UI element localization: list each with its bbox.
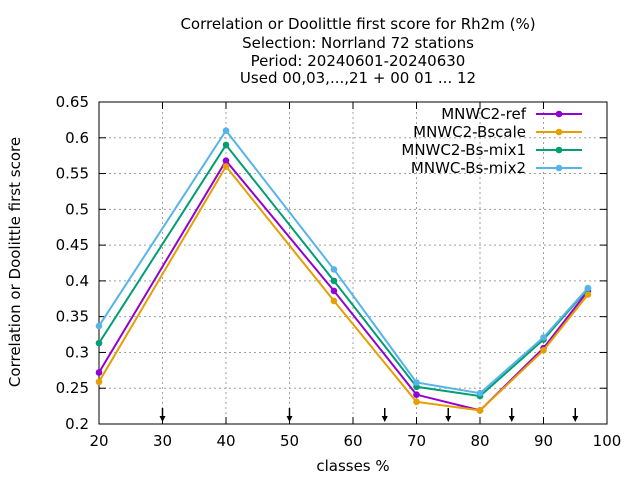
grid xyxy=(99,102,607,424)
y-tick-label: 0.2 xyxy=(65,415,89,433)
axis-ticks: 0.2 0.25 0.3 0.35 0.4 0.45 0.5 0.55 0.6 0.65 20 30 4… xyxy=(56,93,622,450)
legend-label: MNWC-Bs-mix2 xyxy=(411,159,526,177)
data-point xyxy=(330,297,338,305)
data-point xyxy=(330,277,338,285)
arrow-head xyxy=(508,416,515,422)
title-line-4: Used 00,03,...,21 + 00 01 ... 12 xyxy=(240,69,476,87)
y-tick-label: 0.3 xyxy=(65,343,89,361)
legend-marker xyxy=(555,164,563,172)
arrow-head xyxy=(445,416,452,422)
arrow-head xyxy=(381,416,388,422)
y-tick-label: 0.55 xyxy=(56,165,89,183)
x-tick-label: 100 xyxy=(593,432,622,450)
legend-label: MNWC2-ref xyxy=(441,105,526,123)
series-line xyxy=(98,158,589,412)
data-point xyxy=(584,284,592,292)
data-point xyxy=(476,407,484,414)
legend-marker xyxy=(555,146,563,154)
data-point xyxy=(95,339,103,347)
title-line-3: Period: 20240601-20240630 xyxy=(251,52,466,70)
x-tick-label: 70 xyxy=(407,432,426,450)
legend-marker xyxy=(555,110,563,118)
arrow-marker xyxy=(159,408,166,422)
arrow-markers xyxy=(159,408,579,422)
data-point xyxy=(584,291,592,298)
arrow-marker xyxy=(508,408,515,422)
data-point xyxy=(540,346,547,354)
x-tick-label: 30 xyxy=(153,432,172,450)
data-point xyxy=(222,157,230,164)
x-tick-label: 90 xyxy=(534,432,553,450)
y-tick-label: 0.6 xyxy=(65,129,89,147)
data-point xyxy=(222,163,230,170)
data-point xyxy=(95,322,103,330)
data-point xyxy=(540,334,547,341)
data-point xyxy=(413,391,420,398)
data-point xyxy=(222,127,230,134)
arrow-marker xyxy=(381,408,388,422)
series-group xyxy=(95,127,592,414)
y-tick-label: 0.5 xyxy=(65,200,89,218)
y-axis-label: Correlation or Doolittle first score xyxy=(6,137,24,387)
arrow-head xyxy=(159,416,166,422)
data-point xyxy=(413,398,420,406)
data-point xyxy=(222,141,230,149)
data-point xyxy=(95,378,103,386)
x-tick-label: 60 xyxy=(343,432,362,450)
data-point xyxy=(413,379,420,386)
x-tick-label: 40 xyxy=(216,432,235,450)
y-tick-label: 0.35 xyxy=(56,308,89,326)
legend-label: MNWC2-Bs-mix1 xyxy=(401,141,526,159)
y-tick-label: 0.25 xyxy=(56,379,89,397)
arrow-head xyxy=(572,416,579,422)
data-point xyxy=(330,266,338,273)
data-point xyxy=(330,287,338,295)
arrow-marker xyxy=(286,408,293,422)
series-2 xyxy=(95,163,592,414)
series-line xyxy=(98,164,589,412)
chart-title: Correlation or Doolittle first score for… xyxy=(180,15,535,87)
y-tick-label: 0.45 xyxy=(56,236,89,254)
series-line xyxy=(98,143,589,398)
x-tick-label: 80 xyxy=(470,432,489,450)
x-axis-label: classes % xyxy=(316,457,389,475)
data-point xyxy=(95,369,103,376)
x-tick-label: 20 xyxy=(89,432,108,450)
arrow-marker xyxy=(445,408,452,422)
data-point xyxy=(476,389,484,397)
legend-marker xyxy=(555,128,563,136)
legend-label: MNWC2-Bscale xyxy=(413,123,526,141)
y-tick-label: 0.4 xyxy=(65,272,89,290)
x-tick-label: 50 xyxy=(280,432,299,450)
series-4 xyxy=(95,127,592,397)
arrow-head xyxy=(286,416,293,422)
title-line-2: Selection: Norrland 72 stations xyxy=(242,34,474,52)
legend: MNWC2-refMNWC2-BscaleMNWC2-Bs-mix1MNWC-B… xyxy=(401,105,582,177)
y-tick-label: 0.65 xyxy=(56,93,89,111)
arrow-marker xyxy=(572,408,579,422)
title-line-1: Correlation or Doolittle first score for… xyxy=(180,15,535,33)
